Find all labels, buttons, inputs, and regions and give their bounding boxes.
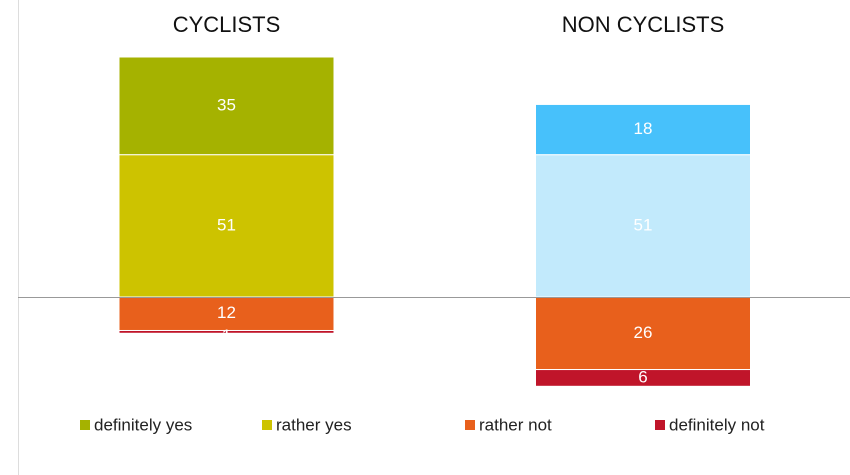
legend-swatch <box>465 420 475 430</box>
data-label: 51 <box>217 215 236 234</box>
legend-swatch <box>262 420 272 430</box>
category-title: NON CYCLISTS <box>562 12 725 37</box>
legend-label: rather yes <box>276 415 352 434</box>
data-label: 26 <box>634 323 653 342</box>
data-label: 18 <box>634 119 653 138</box>
data-label: 1 <box>222 326 231 345</box>
data-label: 6 <box>638 367 647 386</box>
legend-label: rather not <box>479 415 552 434</box>
bar-segment <box>535 296 751 371</box>
legend-swatch <box>80 420 90 430</box>
data-label: 51 <box>634 215 653 234</box>
data-label: 12 <box>217 303 236 322</box>
category-title: CYCLISTS <box>173 12 281 37</box>
data-label: 35 <box>217 95 236 114</box>
bar-segment <box>118 56 335 156</box>
legend-swatch <box>655 420 665 430</box>
legend-label: definitely yes <box>94 415 192 434</box>
legend-label: definitely not <box>669 415 765 434</box>
bar-segment <box>118 329 335 334</box>
bar-segment <box>535 103 751 156</box>
bar-segment <box>535 369 751 387</box>
bar-segment <box>535 154 751 298</box>
